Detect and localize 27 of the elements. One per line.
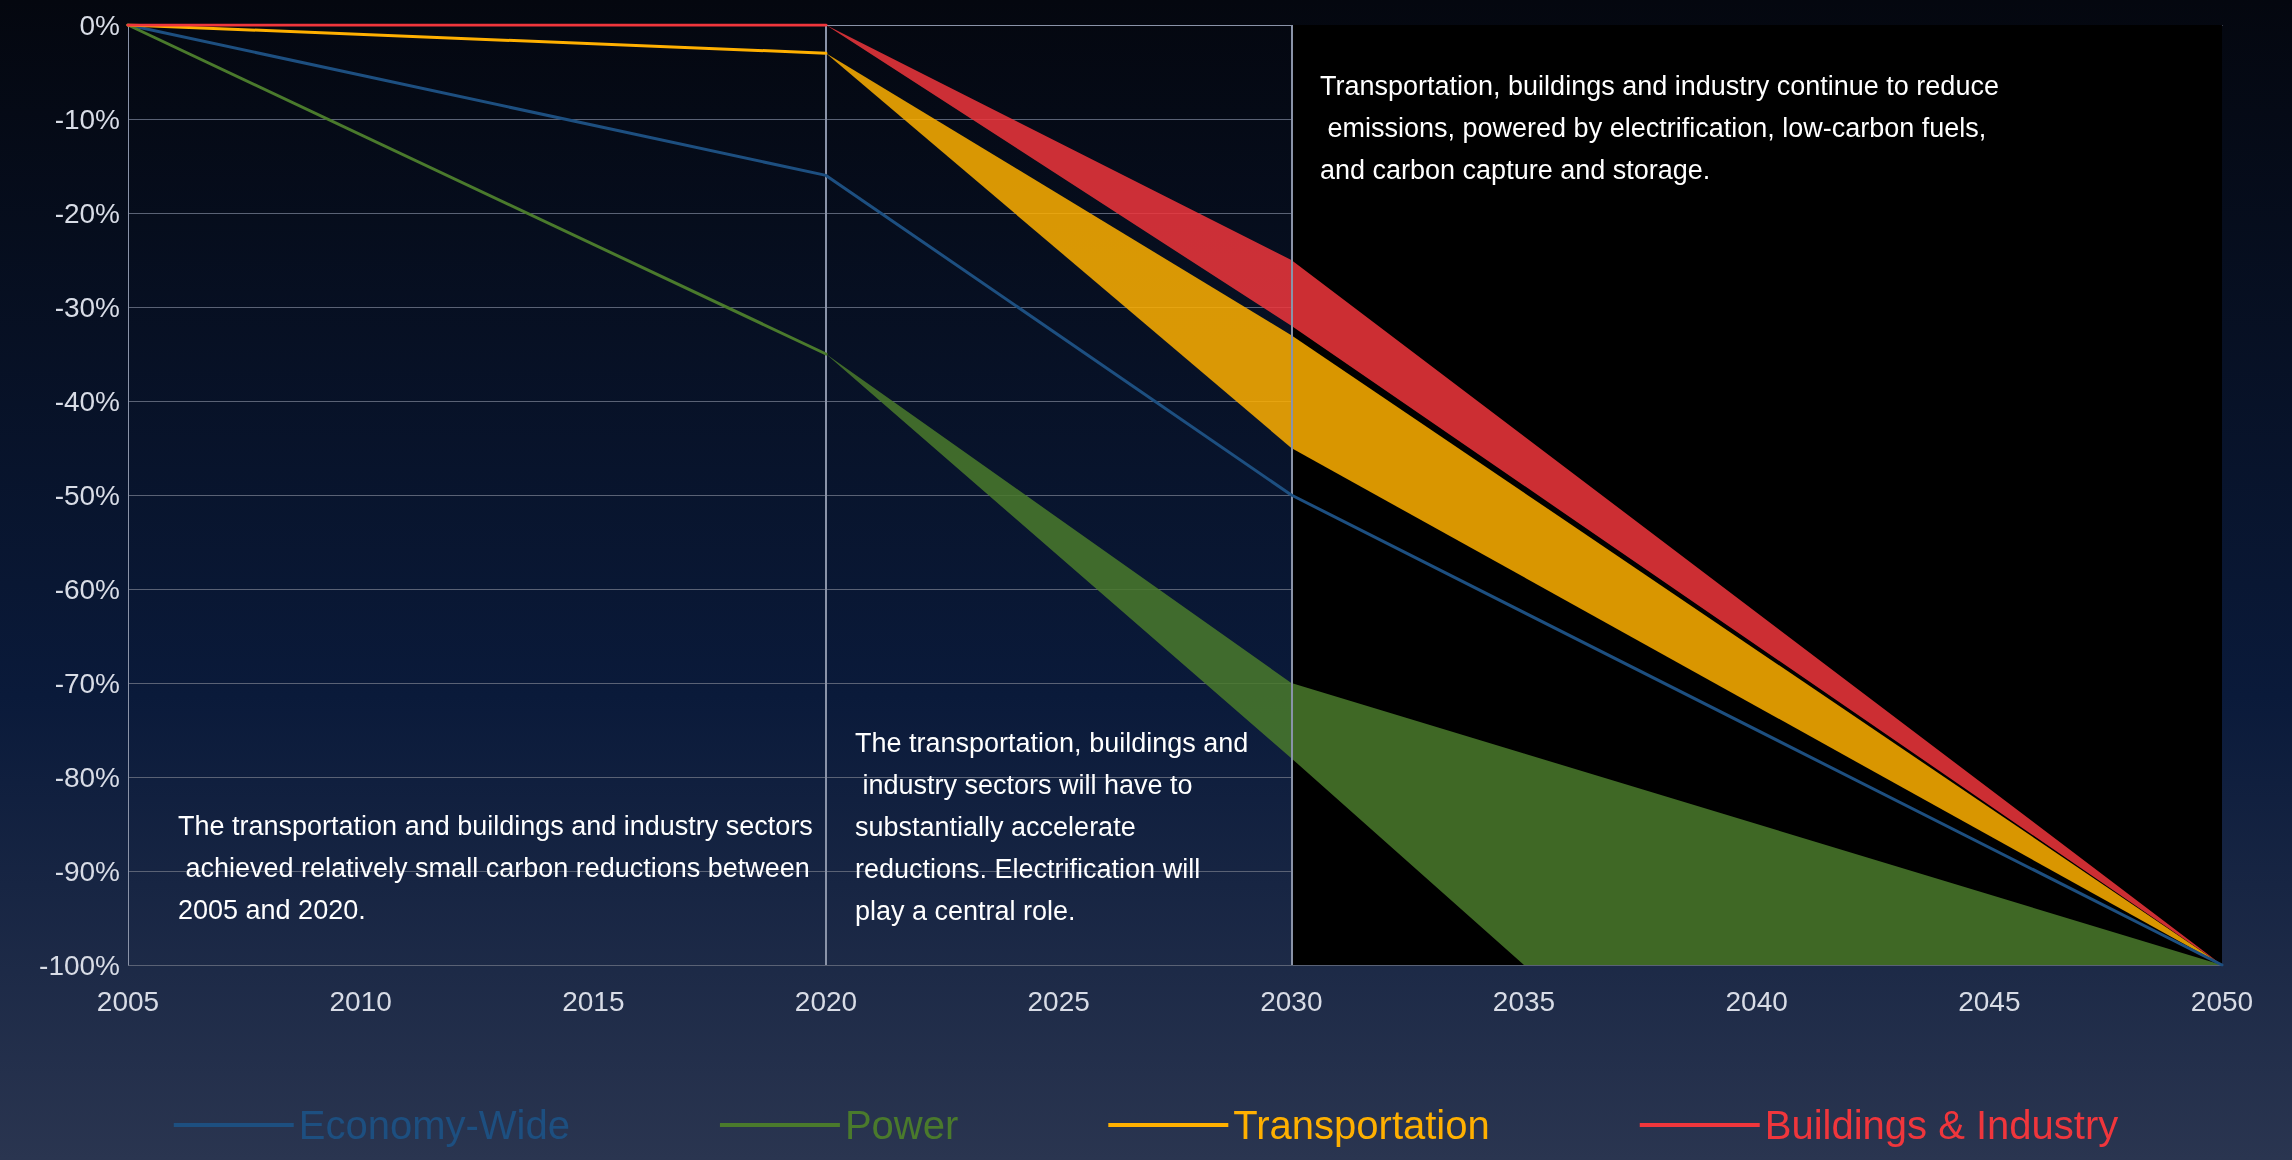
annotation: The transportation and buildings and industry sectors achieved relatively small carbon reductions between 2005 and 2020. — [178, 811, 818, 925]
y-tick-label: -60% — [54, 573, 120, 605]
y-tick-label: 0% — [79, 9, 120, 41]
legend-label: Transportation — [1233, 1103, 1490, 1147]
x-tick-label: 2010 — [329, 985, 392, 1017]
x-tick-label: 2040 — [1725, 985, 1788, 1017]
y-tick-label: -40% — [54, 385, 120, 417]
x-tick-label: 2045 — [1958, 985, 2021, 1017]
annotation: Transportation, buildings and industry continue to reduce emissions, powered by electrification, low-carbon fuels, and carbon capture and storage. — [1320, 71, 1999, 185]
annotation: The transportation, buildings and industry sectors will have to substantially accelerate reductions. Electrification will play a central role. — [855, 728, 1249, 926]
legend-label: Power — [844, 1103, 959, 1147]
x-tick-label: 2030 — [1260, 985, 1323, 1017]
x-tick-label: 2020 — [794, 985, 858, 1017]
y-tick-label: -20% — [54, 197, 120, 229]
x-tick-label: 2005 — [96, 985, 160, 1017]
x-tick-label: 2035 — [1492, 985, 1556, 1017]
y-tick-label: -90% — [54, 855, 120, 887]
x-tick-label: 2050 — [2190, 985, 2254, 1017]
y-tick-label: -10% — [54, 103, 120, 135]
legend-label: Buildings & Industry — [1764, 1103, 2119, 1147]
y-tick-label: -30% — [54, 291, 120, 323]
x-tick-label: 2025 — [1027, 985, 1090, 1017]
y-tick-label: -80% — [54, 761, 120, 793]
x-tick-label: 2015 — [562, 985, 625, 1017]
y-tick-label: -100% — [39, 949, 120, 981]
y-tick-label: -70% — [54, 667, 120, 699]
y-tick-label: -50% — [54, 479, 120, 511]
